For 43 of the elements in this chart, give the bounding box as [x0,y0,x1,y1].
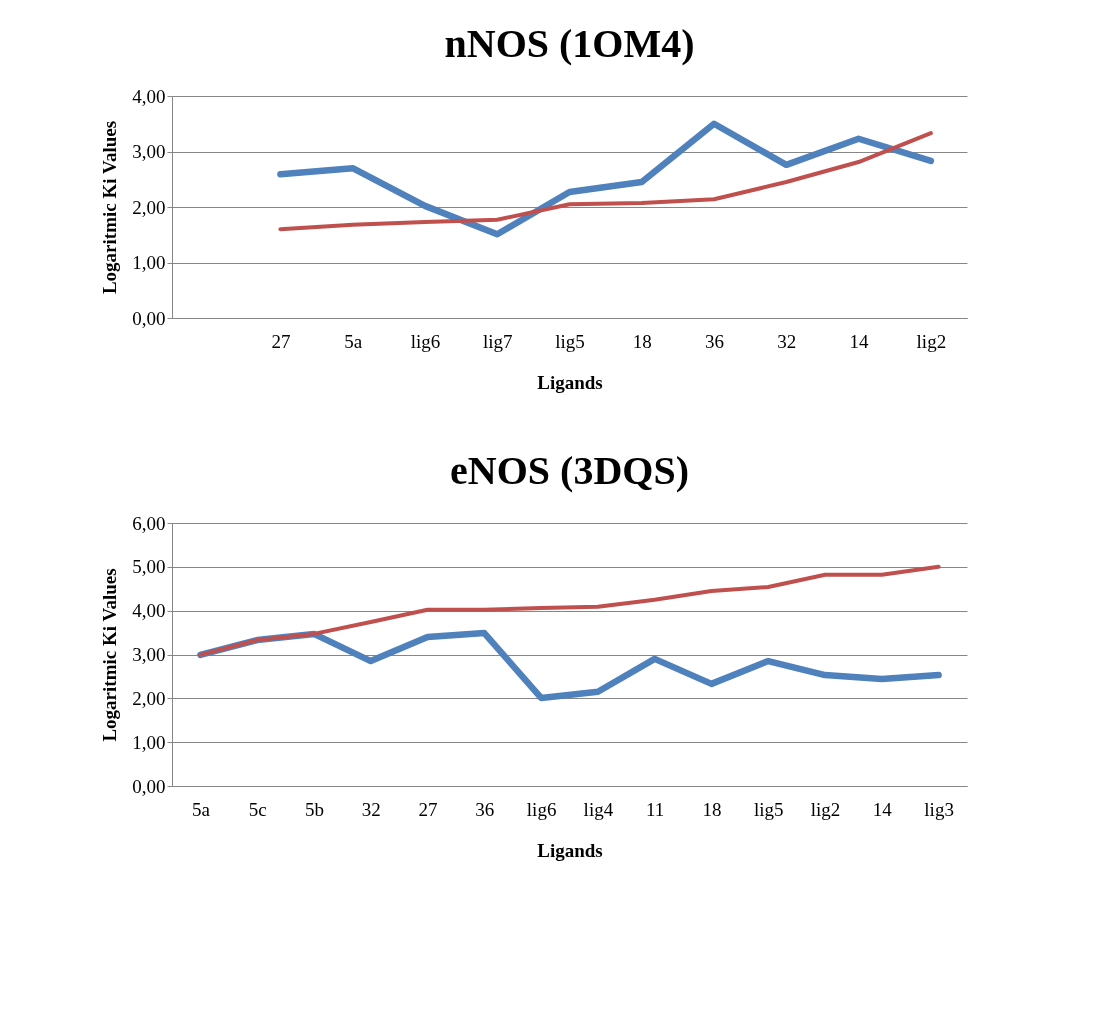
y-axis-title: Logaritmic Ki Values [99,120,121,295]
x-tick-label: lig5 [753,798,784,820]
y-tick-label: 3,00 [132,644,166,665]
x-tick-label: 18 [702,798,722,820]
y-tick-label: 0,00 [132,775,166,797]
x-tick-label: lig3 [924,798,954,820]
x-tick-label: lig6 [526,798,557,820]
line-series [198,564,941,657]
x-tick-label: 14 [849,330,870,352]
x-tick-label: lig2 [916,330,947,352]
y-tick-label: 0,00 [132,307,166,329]
y-tick-label: 4,00 [132,600,166,622]
x-tick-label: 36 [705,330,725,352]
x-axis-title: Ligands [537,371,603,393]
x-tick-label: 5a [344,330,363,352]
x-tick-label: 32 [777,330,797,352]
x-tick-label: 14 [872,798,893,820]
x-tick-label: 32 [361,798,381,820]
y-tick-label: 6,00 [132,512,166,534]
x-tick-label: lig5 [555,330,585,352]
x-tick-label: 27 [271,330,291,352]
x-tick-label: lig6 [410,330,441,352]
x-tick-label: 5a [191,798,211,820]
x-tick-label: lig2 [810,798,841,820]
x-axis-title: Ligands [537,839,603,861]
y-tick-label: 4,00 [132,85,166,107]
x-tick-label: 5b [304,798,324,820]
x-tick-label: 11 [646,798,665,820]
x-tick-label: 27 [418,798,438,820]
y-tick-label: 5,00 [132,556,166,578]
y-tick-label: 3,00 [132,141,166,162]
y-axis-title: Logaritmic Ki Values [99,568,121,742]
x-tick-label: 5c [248,798,267,820]
x-tick-label: 36 [475,798,495,820]
x-tick-label: 18 [632,330,652,352]
y-tick-label: 1,00 [132,252,166,273]
y-tick-label: 2,00 [132,687,166,709]
chart-title: nNOS (1OM4) [444,21,695,66]
chart-title: eNOS (3DQS) [450,448,689,493]
x-tick-label: lig7 [482,330,513,352]
y-tick-label: 2,00 [132,196,166,218]
x-tick-label: lig4 [583,798,614,820]
y-tick-label: 1,00 [132,731,166,753]
